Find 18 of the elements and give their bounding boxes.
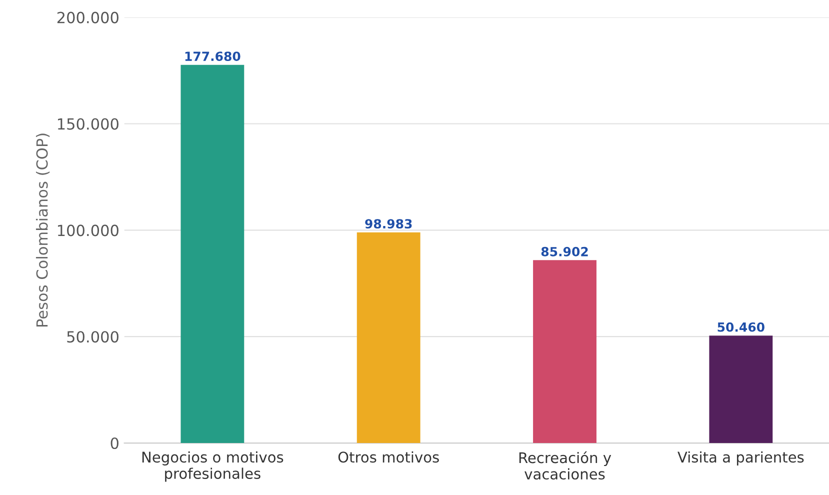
y-tick-label: 100.000 bbox=[58, 224, 118, 236]
data-label: 98.983 bbox=[365, 219, 412, 229]
data-label: 177.680 bbox=[185, 52, 240, 62]
bar bbox=[709, 336, 773, 444]
y-tick-label: 200.000 bbox=[57, 12, 118, 24]
x-tick-label: Otros motivos bbox=[338, 451, 439, 463]
y-axis-title: Pesos Colombianos (COP) bbox=[36, 134, 50, 326]
bar bbox=[533, 260, 596, 444]
x-tick-label: Visita a parientes bbox=[678, 451, 804, 466]
x-tick-label: Negocios o motivos profesionales bbox=[142, 451, 284, 482]
x-tick-label: Recreación y vacaciones bbox=[519, 451, 612, 480]
y-tick-label: 150.000 bbox=[58, 118, 118, 130]
bar bbox=[356, 232, 420, 444]
bar bbox=[180, 64, 244, 444]
data-label: 50.460 bbox=[718, 322, 764, 332]
y-tick-label: 0 bbox=[110, 437, 118, 450]
data-label: 85.902 bbox=[541, 246, 588, 256]
y-tick-label: 50.000 bbox=[67, 331, 118, 343]
